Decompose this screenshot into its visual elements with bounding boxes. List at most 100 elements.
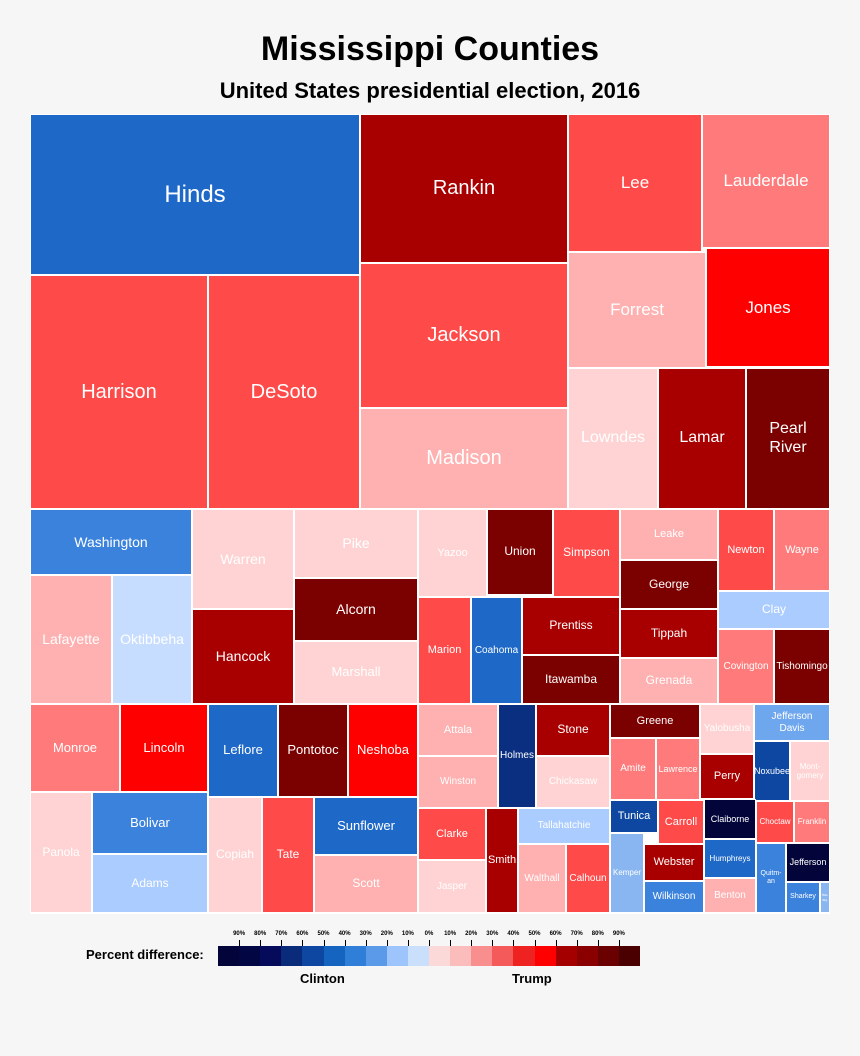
- legend-tick-label: 80%: [591, 931, 604, 937]
- legend-swatch: [281, 946, 303, 966]
- county-label: Greene: [636, 714, 674, 727]
- county-label: Prentiss: [549, 618, 593, 633]
- county-cell: Hinds: [30, 114, 360, 275]
- county-label: Newton: [727, 543, 765, 556]
- county-cell: Jefferson Davis: [754, 704, 830, 741]
- legend-tick-mark: [555, 940, 557, 946]
- legend-tick-label: 70%: [275, 931, 288, 937]
- county-cell: Calhoun: [566, 844, 610, 913]
- county-cell: Harrison: [30, 275, 208, 509]
- county-label: Walthall: [524, 872, 560, 884]
- legend-tick-label: 80%: [254, 931, 267, 937]
- county-cell: Winston: [418, 756, 498, 808]
- county-label: Lauderdale: [723, 171, 809, 191]
- county-cell: Panola: [30, 792, 92, 913]
- legend-tick-mark: [344, 940, 346, 946]
- county-cell: Iss- aq.: [820, 882, 830, 913]
- legend-swatch: [450, 946, 472, 966]
- county-label: Tunica: [617, 810, 651, 823]
- county-cell: Itawamba: [522, 655, 620, 704]
- county-cell: Choctaw: [756, 801, 794, 843]
- county-cell: Claiborne: [704, 799, 756, 839]
- legend-tick-label: 60%: [296, 931, 309, 937]
- legend-tick-label: 40%: [507, 931, 520, 937]
- legend-tick-mark: [386, 940, 388, 946]
- county-label: Grenada: [645, 673, 693, 688]
- county-label: Marshall: [331, 664, 381, 680]
- county-label: Tallahatchie: [537, 820, 591, 832]
- county-cell: Leake: [620, 509, 718, 560]
- legend-tick-mark: [302, 940, 304, 946]
- legend-tick-mark: [513, 940, 515, 946]
- county-cell: Forrest: [568, 252, 706, 368]
- county-label: Rankin: [432, 177, 496, 199]
- county-cell: George: [620, 560, 718, 609]
- county-label: Panola: [42, 844, 80, 859]
- legend-tick-mark: [407, 940, 409, 946]
- county-cell: Clarke: [418, 808, 486, 860]
- county-label: Winston: [439, 776, 477, 788]
- county-cell: Monroe: [30, 704, 120, 792]
- county-cell: Lowndes: [568, 368, 658, 509]
- county-label: Perry: [713, 770, 741, 783]
- county-label: Marion: [427, 644, 462, 657]
- county-cell: Sharkey: [786, 882, 820, 913]
- county-cell: Walthall: [518, 844, 566, 913]
- county-cell: Lincoln: [120, 704, 208, 792]
- county-label: Wilkinson: [652, 891, 696, 903]
- county-cell: Marion: [418, 597, 471, 704]
- legend-tick-label: 90%: [612, 931, 625, 937]
- legend-swatch: [407, 946, 430, 966]
- legend-tick-label: 50%: [317, 931, 330, 937]
- county-label: Covington: [723, 660, 769, 672]
- legend-tick-label: 20%: [380, 931, 393, 937]
- county-label: Alcorn: [336, 601, 376, 618]
- legend-tick-mark: [450, 940, 452, 946]
- legend-swatch: [260, 946, 282, 966]
- county-cell: Jasper: [418, 860, 486, 913]
- county-label: Lafayette: [42, 631, 100, 648]
- county-label: Lamar: [679, 429, 725, 447]
- legend-tick-mark: [323, 940, 325, 946]
- county-label: Jasper: [436, 880, 467, 892]
- legend-tick-mark: [576, 940, 578, 946]
- county-cell: Attala: [418, 704, 498, 756]
- county-cell: Alcorn: [294, 578, 418, 641]
- county-cell: Lamar: [658, 368, 746, 509]
- legend-tick-label: 60%: [549, 931, 562, 937]
- county-label: Simpson: [563, 545, 610, 560]
- legend-trump-label: Trump: [512, 971, 552, 986]
- county-cell: Smith: [486, 808, 518, 913]
- county-label: Forrest: [610, 300, 664, 320]
- county-cell: Hancock: [192, 609, 294, 704]
- county-label: Pontotoc: [287, 742, 339, 758]
- county-label: Leake: [654, 528, 684, 541]
- county-cell: Oktibbeha: [112, 575, 192, 704]
- legend-tick-label: 40%: [338, 931, 351, 937]
- county-cell: Copiah: [208, 797, 262, 913]
- legend-color-bar: [218, 946, 641, 966]
- county-label: Webster: [653, 856, 695, 869]
- county-cell: DeSoto: [208, 275, 360, 509]
- county-cell: Humphreys: [704, 839, 756, 878]
- county-label: Benton: [714, 889, 746, 901]
- county-label: Tishomingo: [776, 660, 828, 672]
- county-label: DeSoto: [250, 380, 318, 403]
- county-cell: Holmes: [498, 704, 536, 808]
- county-cell: Simpson: [553, 509, 620, 597]
- legend-label: Percent difference:: [86, 947, 204, 962]
- county-label: Union: [504, 544, 536, 559]
- legend-swatch: [429, 946, 451, 966]
- legend-swatch: [365, 946, 388, 966]
- treemap: Hinds Rankin Lee Lauderdale Harrison DeSoto Ja…: [30, 114, 830, 914]
- legend-tick-label: 10%: [444, 931, 457, 937]
- county-label: Leflore: [223, 742, 263, 758]
- county-cell: Tallahatchie: [518, 808, 610, 844]
- county-label: Clay: [761, 602, 786, 617]
- county-cell: Grenada: [620, 658, 718, 704]
- county-label: Itawamba: [544, 671, 598, 686]
- county-cell: Adams: [92, 854, 208, 913]
- legend-tick-mark: [365, 940, 367, 946]
- county-cell: Clay: [718, 591, 830, 629]
- county-label: Clarke: [436, 827, 468, 840]
